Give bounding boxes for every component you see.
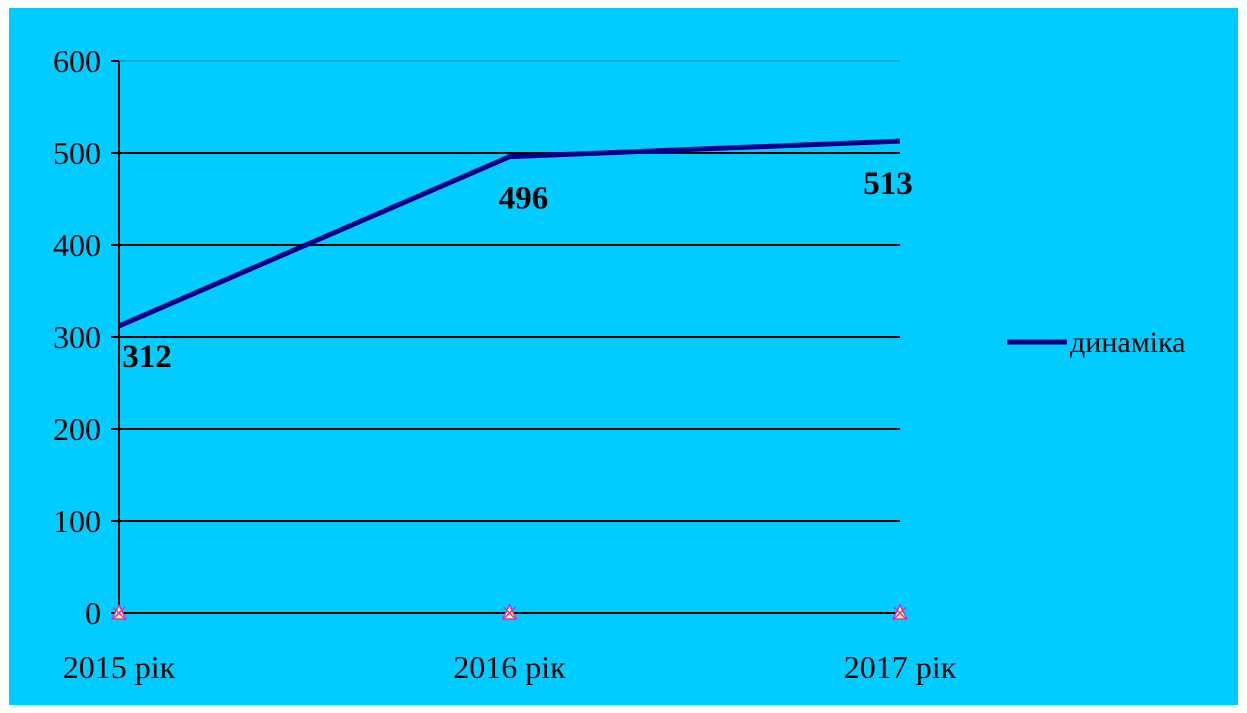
y-tick-label: 0 xyxy=(85,595,101,631)
y-tick-label: 200 xyxy=(53,411,101,447)
x-tick-label: 2017 рік xyxy=(844,649,957,685)
x-tick-labels: 2015 рік 2016 рік 2017 рік xyxy=(63,649,957,685)
series-lines xyxy=(118,138,901,329)
y-tick-label: 400 xyxy=(53,227,101,263)
series-line-dynamika xyxy=(118,138,901,329)
data-label-2015: 312 xyxy=(122,339,172,375)
axis-marker-cross xyxy=(893,606,907,620)
y-tick-labels: 0 100 200 300 400 500 600 xyxy=(53,43,101,631)
axis-markers xyxy=(110,603,909,620)
data-label-2017: 513 xyxy=(863,166,913,202)
y-tick-label: 300 xyxy=(53,319,101,355)
y-tick-label: 100 xyxy=(53,503,101,539)
x-tick-label: 2016 рік xyxy=(453,649,566,685)
chart-area: 0 100 200 300 400 500 600 2015 рік 2016 рік 2017… xyxy=(9,8,1238,705)
legend-label-dynamika: динаміка xyxy=(1070,326,1185,359)
x-tick-label: 2015 рік xyxy=(63,649,176,685)
axis-marker-cross xyxy=(502,606,517,620)
data-label-2016: 496 xyxy=(499,181,549,217)
axis-marker-cross xyxy=(112,606,126,620)
legend: динаміка xyxy=(1007,326,1185,359)
y-tick-label: 500 xyxy=(53,135,101,171)
y-tick-label: 600 xyxy=(53,43,101,79)
gridlines xyxy=(119,60,900,522)
line-chart: 0 100 200 300 400 500 600 2015 рік 2016 рік 2017… xyxy=(53,43,1185,685)
data-labels: 312 496 513 xyxy=(122,166,913,375)
